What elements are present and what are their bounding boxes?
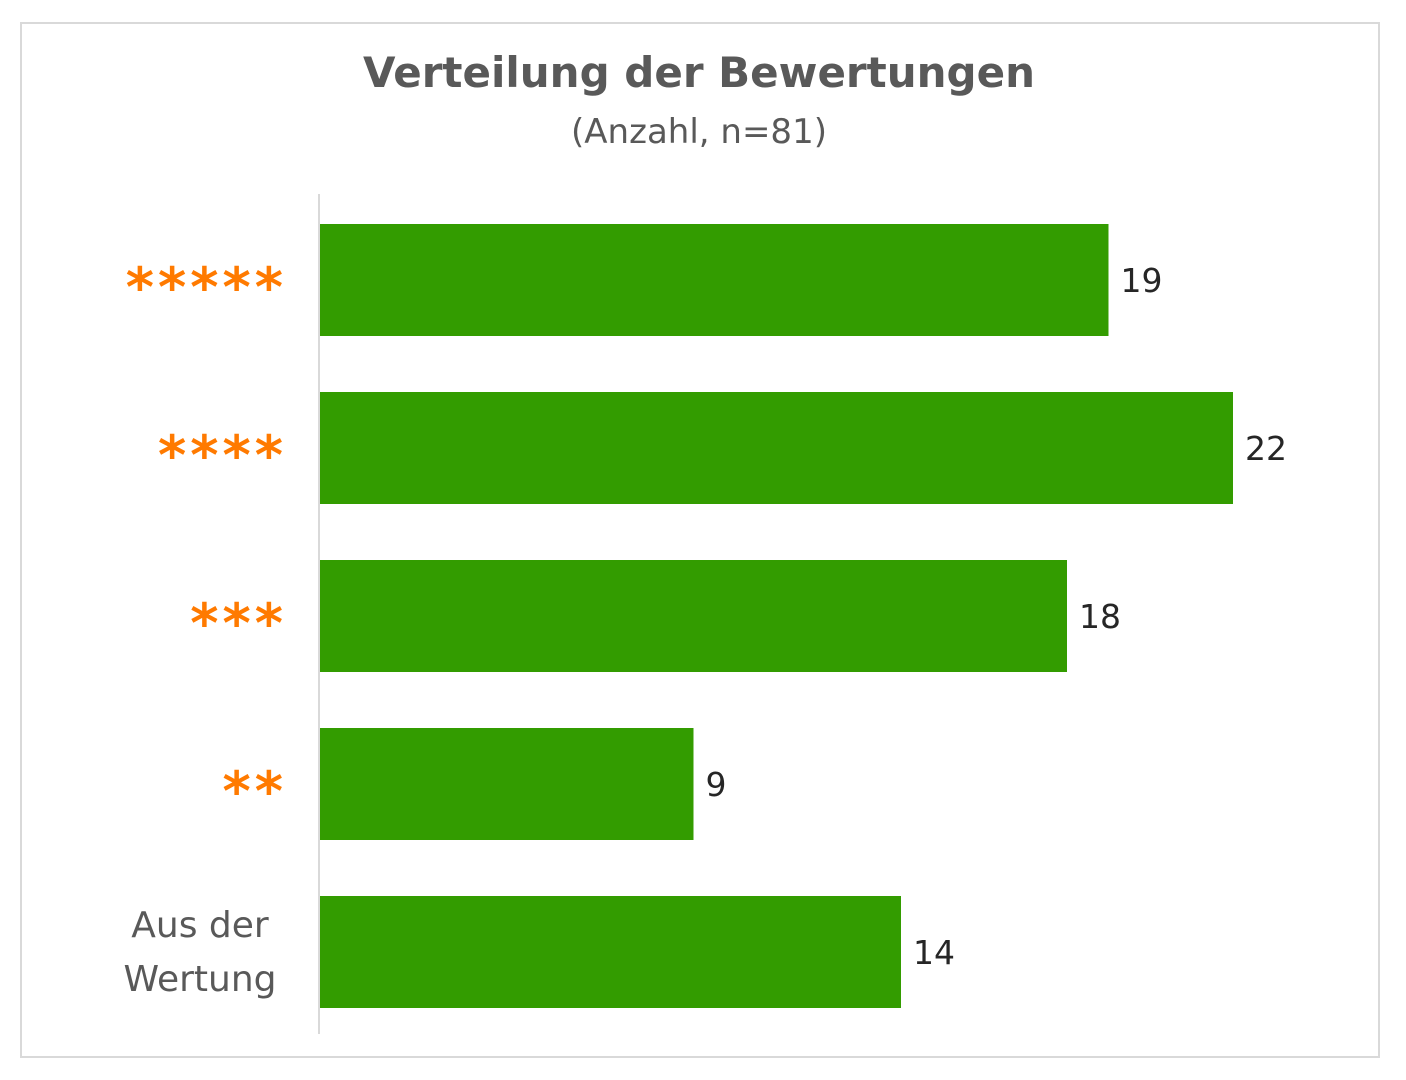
- tick-label: ****: [158, 424, 287, 487]
- tick-label: ***: [190, 592, 287, 655]
- bar: [320, 392, 1233, 504]
- data-label: 19: [1121, 261, 1163, 300]
- tick-label-line: Aus der: [131, 905, 269, 946]
- tick-label: **: [223, 760, 287, 823]
- bar: [320, 896, 901, 1008]
- data-label: 22: [1245, 429, 1287, 468]
- bar: [320, 560, 1067, 672]
- bar: [320, 728, 694, 840]
- chart-subtitle: (Anzahl, n=81): [571, 112, 827, 152]
- bar: [320, 224, 1109, 336]
- data-label: 18: [1079, 597, 1121, 636]
- tick-label: Aus der Wertung: [123, 905, 276, 1000]
- tick-label-line: Wertung: [123, 959, 276, 1000]
- chart-title: Verteilung der Bewertungen: [363, 48, 1035, 97]
- tick-label: *****: [126, 256, 287, 319]
- data-label: 14: [913, 933, 955, 972]
- chart-frame: [20, 22, 1380, 1058]
- data-label: 9: [706, 765, 727, 804]
